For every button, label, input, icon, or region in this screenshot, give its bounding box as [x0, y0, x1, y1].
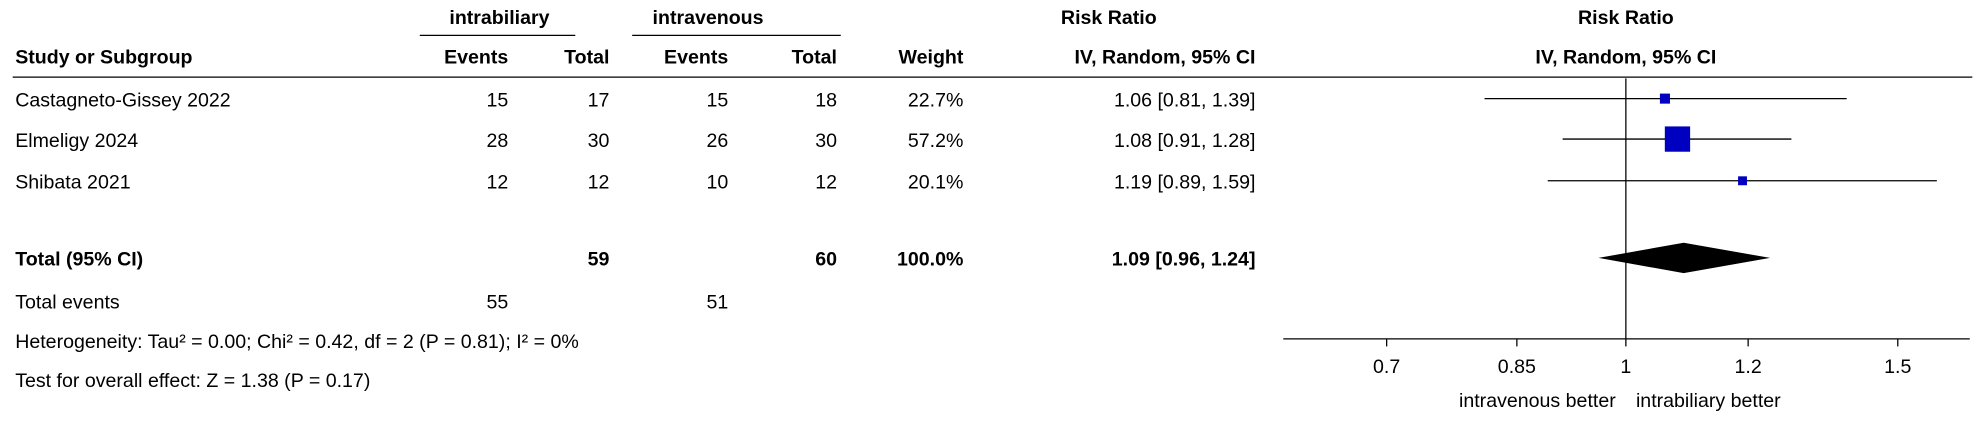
- plot-subheader: IV, Random, 95% CI: [1535, 46, 1716, 68]
- total-events: 55: [487, 292, 509, 314]
- heterogeneity: Heterogeneity: Tau² = 0.00; Chi² = 0.42,…: [15, 331, 579, 353]
- cell: 18: [815, 89, 837, 111]
- total-name: Total (95% CI): [15, 249, 143, 271]
- column-header: Total: [792, 46, 837, 68]
- overall-effect: Test for overall effect: Z = 1.38 (P = 0…: [15, 370, 370, 392]
- cell: 26: [706, 130, 728, 152]
- cell: 12: [815, 171, 837, 193]
- cell: 20.1%: [908, 171, 964, 193]
- effect-header: Risk Ratio: [1061, 7, 1157, 29]
- x-tick-label: 0.85: [1498, 356, 1536, 378]
- cell: 28: [487, 130, 509, 152]
- column-header: Total: [564, 46, 609, 68]
- cell: 30: [815, 130, 837, 152]
- cell: 15: [487, 89, 509, 111]
- cell: 57.2%: [908, 130, 964, 152]
- cell: 30: [588, 130, 610, 152]
- x-tick-label: 1: [1620, 356, 1631, 378]
- x-tick-label: 1.5: [1884, 356, 1911, 378]
- total-events-name: Total events: [15, 292, 120, 314]
- point-estimate: [1738, 176, 1747, 186]
- x-tick-label: 1.2: [1735, 356, 1762, 378]
- cell: 1.08 [0.91, 1.28]: [1114, 130, 1256, 152]
- study-name: Shibata 2021: [15, 171, 130, 193]
- column-header: Study or Subgroup: [15, 46, 192, 68]
- column-header: IV, Random, 95% CI: [1074, 46, 1255, 68]
- summary-diamond: [1598, 242, 1771, 274]
- column-header: Weight: [899, 46, 964, 68]
- point-estimate: [1659, 93, 1670, 104]
- cell: 22.7%: [908, 89, 964, 111]
- total-cell: 100.0%: [897, 249, 963, 271]
- total-cell: 59: [588, 249, 610, 271]
- total-cell: 60: [815, 249, 837, 271]
- cell: 12: [487, 171, 509, 193]
- study-name: Elmeligy 2024: [15, 130, 138, 152]
- group-label: intrabiliary: [449, 7, 549, 29]
- cell: 15: [706, 89, 728, 111]
- plot-header: Risk Ratio: [1578, 7, 1674, 29]
- cell: 1.06 [0.81, 1.39]: [1114, 89, 1256, 111]
- study-name: Castagneto-Gissey 2022: [15, 89, 230, 111]
- group-label: intravenous: [653, 7, 764, 29]
- total-cell: 1.09 [0.96, 1.24]: [1112, 249, 1256, 271]
- x-tick-label: 0.7: [1373, 356, 1400, 378]
- cell: 12: [588, 171, 610, 193]
- cell: 1.19 [0.89, 1.59]: [1114, 171, 1256, 193]
- point-estimate: [1664, 126, 1691, 152]
- column-header: Events: [664, 46, 728, 68]
- cell: 10: [706, 171, 728, 193]
- cell: 17: [588, 89, 610, 111]
- x-axis-label: intravenous better: [1459, 390, 1616, 412]
- column-header: Events: [444, 46, 508, 68]
- x-axis-label: intrabiliary better: [1636, 390, 1781, 412]
- total-events: 51: [706, 292, 728, 314]
